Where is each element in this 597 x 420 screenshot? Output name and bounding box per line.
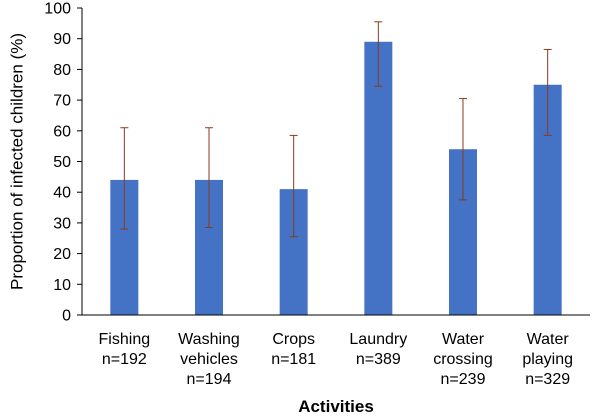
- y-tick-label: 40: [53, 185, 71, 202]
- x-category-label: n=389: [356, 351, 401, 368]
- y-tick-label: 90: [53, 31, 71, 48]
- x-category-label: n=239: [441, 371, 486, 388]
- y-tick-label: 80: [53, 62, 71, 79]
- y-tick-label: 20: [53, 246, 71, 263]
- y-axis: 0 10 20 30 40 50 60 70 80 90 100: [44, 1, 83, 325]
- error-bars: [120, 21, 552, 238]
- y-tick-label: 30: [53, 215, 71, 232]
- y-tick-label: 0: [62, 308, 71, 325]
- x-category-label: Fishing: [99, 331, 151, 348]
- x-category-label: n=181: [271, 351, 316, 368]
- y-axis-title: Proportion of infected children (%): [7, 33, 26, 290]
- x-category-label: n=192: [102, 351, 147, 368]
- x-category-label: n=194: [187, 371, 232, 388]
- y-tick-label: 10: [53, 277, 71, 294]
- x-category-label: Crops: [272, 331, 315, 348]
- x-category-label: n=329: [525, 371, 570, 388]
- x-category-label: playing: [522, 351, 573, 368]
- y-tick-label: 50: [53, 154, 71, 171]
- x-category-label: Water: [442, 331, 485, 348]
- y-tick-label: 100: [44, 1, 71, 18]
- x-category-label: Washing: [178, 331, 240, 348]
- bar: [364, 41, 393, 316]
- x-category-label: crossing: [433, 351, 493, 368]
- x-category-labels: Fishing n=192 Washing vehicles n=194 Crops n=1…: [99, 331, 573, 388]
- x-category-label: vehicles: [180, 351, 238, 368]
- bars: [110, 41, 562, 316]
- y-tick-label: 60: [53, 123, 71, 140]
- x-category-label: Laundry: [349, 331, 407, 348]
- y-tick-label: 70: [53, 93, 71, 110]
- x-category-label: Water: [527, 331, 570, 348]
- x-axis-title: Activities: [298, 397, 374, 416]
